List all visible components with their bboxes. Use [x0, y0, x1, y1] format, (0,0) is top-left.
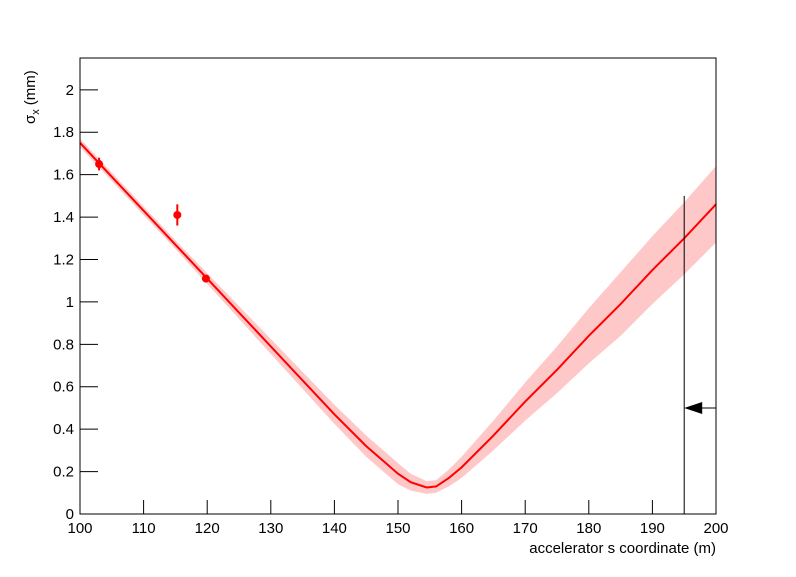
- y-tick-label: 0: [66, 506, 74, 523]
- x-tick-label: 180: [576, 520, 601, 537]
- x-tick-label: 170: [513, 520, 538, 537]
- y-label-unit: (mm): [22, 70, 39, 105]
- y-label-subscript: x: [30, 109, 42, 115]
- x-tick-label: 150: [385, 520, 410, 537]
- y-tick-label: 1: [66, 294, 74, 311]
- x-tick-label: 130: [258, 520, 283, 537]
- y-tick-label: 0.4: [53, 421, 74, 438]
- x-tick-label: 160: [449, 520, 474, 537]
- y-tick-label: 1.8: [53, 124, 74, 141]
- error-band: [80, 138, 716, 494]
- arrow-head: [684, 401, 703, 414]
- data-point: [201, 274, 210, 283]
- data-point: [173, 210, 182, 219]
- y-tick-label: 0.6: [53, 379, 74, 396]
- y-tick-label: 1.6: [53, 167, 74, 184]
- y-tick-label: 1.2: [53, 251, 74, 268]
- x-tick-label: 140: [322, 520, 347, 537]
- fit-line: [79, 142, 717, 489]
- y-axis-label: σx (mm): [22, 70, 42, 124]
- x-tick-label: 110: [132, 520, 156, 537]
- x-tick-label: 190: [640, 520, 665, 537]
- x-tick-label: 120: [195, 520, 220, 537]
- y-tick-label: 2: [66, 82, 74, 99]
- x-axis-label: accelerator s coordinate (m): [529, 540, 716, 557]
- x-tick-label: 200: [703, 520, 728, 537]
- data-point: [95, 160, 104, 169]
- y-tick-label: 0.8: [53, 336, 74, 353]
- x-tick-label: 100: [67, 520, 92, 537]
- y-label-symbol: σ: [22, 114, 39, 124]
- y-tick-label: 1.4: [53, 209, 74, 226]
- y-tick-label: 0.2: [53, 464, 74, 481]
